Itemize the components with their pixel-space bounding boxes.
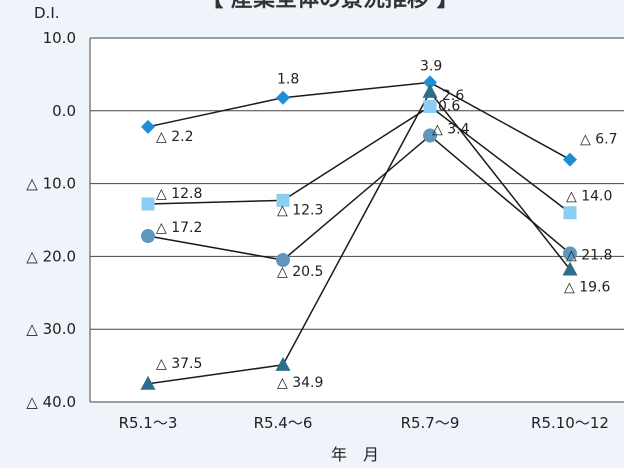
plot-area — [90, 38, 624, 402]
x-tick-label: R5.7～9 — [401, 414, 460, 432]
data-label: △ 19.6 — [564, 279, 610, 295]
data-label: △ 20.5 — [277, 264, 323, 280]
data-label: 3.9 — [420, 58, 442, 74]
data-label: △ 17.2 — [156, 220, 202, 236]
data-label: △ 21.8 — [566, 248, 612, 264]
x-axis-label: 年 月 — [331, 445, 379, 464]
diamond-marker — [276, 90, 290, 105]
diamond-marker — [141, 119, 155, 134]
triangle-marker — [562, 261, 578, 276]
x-tick-labels: R5.1～3 R5.4～6 R5.7～9 R5.10～12 — [119, 414, 609, 432]
diamond-marker — [423, 75, 437, 90]
data-label: △ 37.5 — [156, 356, 202, 372]
data-label: △ 3.4 — [432, 122, 470, 138]
triangle-marker — [275, 356, 291, 371]
square-marker — [276, 193, 290, 207]
series-line — [147, 90, 571, 385]
gridlines — [89, 37, 624, 403]
data-label: △ 12.3 — [277, 202, 323, 218]
series-line — [147, 81, 571, 161]
x-tick-label: R5.4～6 — [254, 414, 313, 432]
y-tick-label: △ 10.0 — [26, 175, 76, 193]
triangle-marker — [422, 83, 438, 98]
y-axis-label: D.I. — [34, 4, 60, 22]
series-line — [147, 105, 571, 214]
square-marker — [563, 206, 577, 220]
triangle-marker — [140, 375, 156, 390]
y-tick-label: △ 20.0 — [26, 247, 76, 265]
data-label: 0.6 — [438, 98, 460, 114]
circle-marker — [423, 128, 437, 143]
series-line — [147, 134, 571, 261]
square-marker — [423, 99, 437, 113]
y-tick-labels: 10.0 0.0 △ 10.0 △ 20.0 △ 30.0 △ 40.0 — [26, 29, 76, 411]
data-label: △ 12.8 — [156, 186, 202, 202]
y-tick-label: 10.0 — [43, 29, 76, 47]
circle-marker — [563, 246, 577, 261]
data-label: △ 2.2 — [156, 129, 193, 145]
y-tick-label: △ 40.0 — [26, 393, 76, 411]
circle-marker — [276, 253, 290, 268]
x-tick-label: R5.10～12 — [531, 414, 609, 432]
y-tick-label: 0.0 — [52, 102, 76, 120]
data-label: △ 6.7 — [580, 132, 617, 148]
data-label: 1.8 — [277, 72, 299, 88]
circle-marker — [141, 229, 155, 244]
diamond-marker — [563, 152, 577, 167]
square-marker — [141, 197, 155, 211]
data-label: △ 14.0 — [566, 189, 612, 205]
data-label: 2.6 — [442, 88, 464, 104]
x-tick-label: R5.1～3 — [119, 414, 178, 432]
series-layer: △ 2.2 1.8 3.9 △ 6.7 △ 12.8 △ 12.3 0.6 △ 14.0 △ 1… — [140, 58, 617, 391]
chart-title: 【 産業全体の景況推移 】 — [201, 0, 458, 12]
data-label: △ 34.9 — [277, 375, 323, 391]
y-tick-label: △ 30.0 — [26, 320, 76, 338]
